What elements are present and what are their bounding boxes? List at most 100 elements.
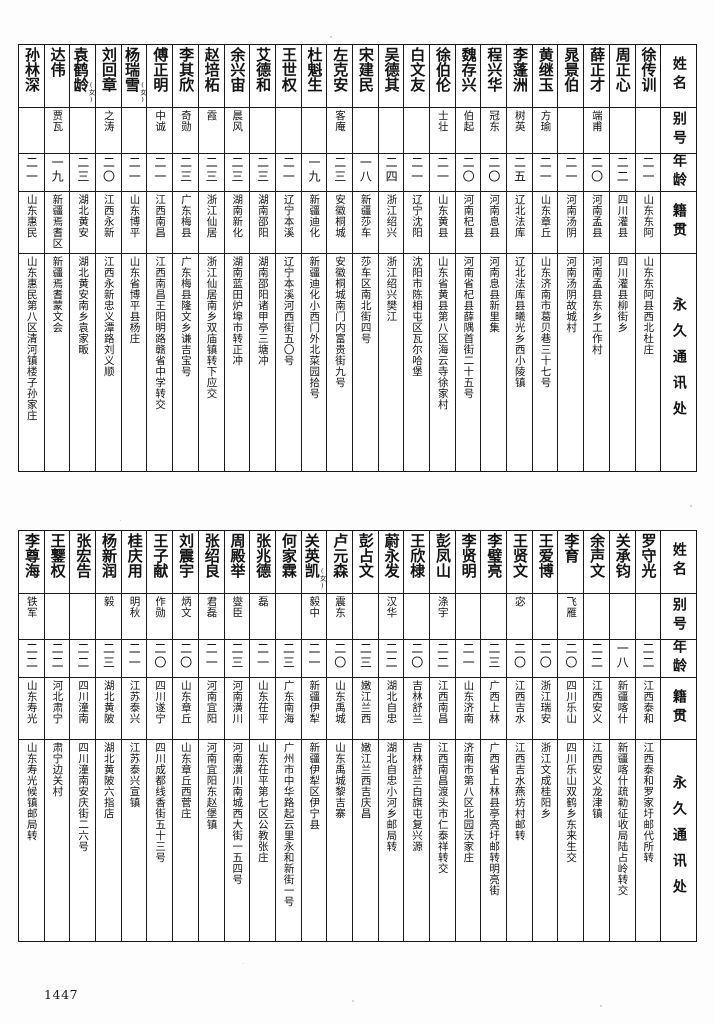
person-address-cell: 四川乐山双鹤乡东来生交 [558, 739, 584, 941]
person-column[interactable]: 何家霖 二三 广东南海 广州市中华路起云里永和新街一号 [274, 531, 301, 941]
person-column[interactable]: 孙林深 二一 山东惠民 山东惠民第八区清河镇楼子孙家庄 [19, 45, 44, 471]
person-column[interactable]: 王爱博 二〇 浙江瑞安 浙江文成桂阳乡 [531, 531, 558, 941]
scan-speckle [120, 520, 121, 521]
person-column[interactable]: 左克安 客庵 二三 安徽桐城 安徽桐城南门内富贵街九号 [326, 45, 352, 471]
person-name-cell: 周正心 [613, 47, 632, 92]
person-age-cell: 二三 [352, 639, 378, 677]
person-native-place-cell: 湖南新化 [224, 191, 250, 253]
person-column[interactable]: 罗守光 二二 江西泰和 江西泰和罗家圩邮代所转 [634, 531, 661, 941]
person-column[interactable]: 李其欣 奇勋 二三 广东梅县 广东梅县隆文乡谦吉宝号 [172, 45, 198, 471]
person-name-cell: 袁鹤龄 (女) [70, 45, 95, 107]
person-column[interactable]: 彭凤山 涤宇 二二 江西南昌 江西南昌渡头市仁泰祥转交 [429, 531, 455, 941]
person-age-cell: 二〇 [481, 153, 507, 191]
person-column[interactable]: 黄继玉 方瑜 二一 山东章丘 山东济南市葛贝巷三十七号 [531, 45, 558, 471]
person-column[interactable]: 徐传训 二一 山东东阿 山东东阿县西北杜庄 [634, 45, 661, 471]
person-column[interactable]: 达伟 贾瓦 一九 新疆焉耆区 新疆焉耆蒙文会 [43, 45, 70, 471]
person-column[interactable]: 卢元森 震东 二〇 山东禹城 山东禹城黎吉寨 [326, 531, 352, 941]
gender-mark-icon: (女) [138, 80, 147, 104]
person-column[interactable]: 王欣棣 二〇 吉林舒兰 吉林舒兰白旗屯复兴源 [403, 531, 429, 941]
person-address-cell: 江西永新忠义潭路刘义顺 [96, 253, 121, 471]
person-address-cell: 山东东阿县西北杜庄 [635, 253, 661, 471]
person-name-cell: 桂庆用 [125, 533, 144, 578]
person-column[interactable]: 李蓬洲 树英 二五 辽北法库 辽北法库县曦光乡西小陵镇 [506, 45, 532, 471]
person-column[interactable]: 王世权 二一 辽宁本溪 辽宁本溪河西街五〇号 [274, 45, 301, 471]
person-age-cell: 二一 [301, 639, 327, 677]
person-alias-cell: 飞雁 [558, 593, 584, 639]
person-native-place-cell: 江西吉水 [507, 677, 532, 739]
person-name-cell: 薛正才 [588, 47, 607, 92]
person-column[interactable]: 关承钧 一八 新疆喀什 新疆喀什疏勒征收局陆占岭转交 [608, 531, 635, 941]
person-column[interactable]: 杜魁生 一九 新疆迪化 新疆迪化小西门外北菜园拾号 [300, 45, 327, 471]
row-label-address: 永久通讯处 [661, 739, 697, 941]
person-column[interactable]: 王贤文宓二〇 江西吉水 江西吉水燕坊村邮转 [506, 531, 532, 941]
person-name-cell: 孙林深 [22, 47, 41, 92]
person-column[interactable]: 余兴宙 晨风 二三 湖南新化 湖南蓝田炉埠市转正冲 [223, 45, 250, 471]
person-column[interactable]: 张绍良 君磊 二一 河南宜阳 河南宜阳东赵堡镇 [197, 531, 224, 941]
person-column[interactable]: 程兴华 冠东 二〇 河南息县 河南息县新里集 [480, 45, 507, 471]
person-address-cell: 湖北黄安南乡袁家畈 [70, 253, 96, 471]
person-column[interactable]: 晁景伯 二一 河南汤阴 河南汤阴故城村 [557, 45, 584, 471]
person-column[interactable]: 余声文 二二 江西安义 江西安义龙津镇 [583, 531, 609, 941]
person-native-place-cell: 安徽桐城 [327, 191, 352, 253]
person-column[interactable]: 王鑋权 二二 河北肃宁 肃宁边关村 [43, 531, 70, 941]
person-column[interactable]: 李璧亮 二三 广西上林 广西省上林县亭亮圩邮转明亮街 [480, 531, 507, 941]
person-address-cell: 新疆喀什疏勒征收局陆占岭转交 [609, 739, 635, 941]
person-column[interactable]: 王子献 作勋 二〇 四川遂宁 四川成都线香街五十三号 [146, 531, 173, 941]
person-address-cell: 安徽桐城南门内富贵街九号 [327, 253, 352, 471]
row-label-native-place: 籍贯 [661, 677, 697, 739]
person-address-cell: 河南汤阴故城村 [558, 253, 584, 471]
row-label-age: 年龄 [661, 153, 697, 191]
person-address-cell: 江西安义龙津镇 [584, 739, 609, 941]
person-age-cell: 二〇 [173, 639, 198, 677]
person-age-cell: 二三 [96, 639, 121, 677]
person-column[interactable]: 蔚永发 汉华 二二 湖北自忠 湖北自忠小河乡邮局转 [377, 531, 404, 941]
person-column[interactable]: 白文友 二一 辽宁沈阳 沈阳市陈相屯区瓦尔哈堡 [403, 45, 429, 471]
person-column[interactable]: 宋建民 一八 新疆莎车 莎车区南北街四号 [351, 45, 378, 471]
person-native-place-cell: 浙江瑞安 [532, 677, 558, 739]
person-alias-cell: 明秋 [121, 593, 147, 639]
person-address-cell: 江西泰和罗家圩邮代所转 [635, 739, 661, 941]
person-alias-cell: 方瑜 [532, 107, 558, 153]
person-column[interactable]: 周正心 二二 四川灌县 四川灌县柳街乡 [608, 45, 635, 471]
person-column[interactable]: 魏存兴 伯起 二〇 河南杞县 河南省杞县薛隅首街二十五号 [454, 45, 481, 471]
person-column[interactable]: 刘回章 之涛 二〇 江西永新 江西永新忠义潭路刘义顺 [95, 45, 121, 471]
person-column[interactable]: 杨新润毅二三 湖北黄陂 湖北黄陂六指店 [95, 531, 121, 941]
person-name-cell: 杨新润 [100, 533, 119, 578]
person-column[interactable]: 吴德其 二四 浙江绍兴 浙江绍兴樊江 [377, 45, 404, 471]
person-column[interactable]: 徐伯伦 士壮 二一 山东黄县 山东省黄县第八区海云寺徐家村 [429, 45, 455, 471]
person-column[interactable]: 桂庆用 明秋 二一 江苏泰兴 江苏泰兴宣镇 [120, 531, 147, 941]
scan-speckle [330, 36, 332, 38]
person-alias-cell: 树英 [507, 107, 532, 153]
person-native-place-cell: 江西南昌 [147, 191, 173, 253]
person-column[interactable]: 刘震宇 炳文 二〇 山东章丘 山东章丘西菅庄 [172, 531, 198, 941]
person-age-cell: 二〇 [96, 153, 121, 191]
person-age-cell: 二〇 [558, 639, 584, 677]
person-column[interactable]: 关英凯 (女) 毅中 二一 新疆伊犁 新疆伊犁区伊宁县 [300, 531, 327, 941]
person-alias-cell [19, 107, 44, 153]
person-column[interactable]: 李育 飞雁 二〇 四川乐山 四川乐山双鹤乡东来生交 [557, 531, 584, 941]
person-age-cell: 二三 [173, 153, 198, 191]
person-address-cell: 湖南邵阳诸甲亭三塘冲 [250, 253, 275, 471]
person-column[interactable]: 张兆德磊二一 山东茌平 山东茌平第七区公教张庄 [249, 531, 275, 941]
person-column[interactable]: 赵培柘霞二三 浙江仙居 浙江仙居南乡双庙镇转下应交 [197, 45, 224, 471]
person-column[interactable]: 李尊海 铁军 二二 山东寿光 山东寿光候镇邮局转 [19, 531, 44, 941]
row-label-name: 姓名 [670, 56, 687, 94]
person-column[interactable]: 傅正明 中诚 二一 江西南昌 江西南昌王阳明路赣省中学转交 [146, 45, 173, 471]
person-column[interactable]: 彭占文 二三 嫩江兰西 嫩江兰西吉庆昌 [351, 531, 378, 941]
person-address-cell: 山东禹城黎吉寨 [327, 739, 352, 941]
person-column[interactable]: 张宏告 二二 四川潼南 四川潼南安庆街二六号 [69, 531, 96, 941]
person-age-cell: 二二 [70, 639, 96, 677]
person-column[interactable]: 杨瑞雪 (女) 二一 山东博平 山东省博平县杨庄 [120, 45, 147, 471]
person-column[interactable]: 李贤明 二一 山东济南 济南市第八区北园沃家庄 [454, 531, 481, 941]
person-name-cell: 晁景伯 [562, 47, 581, 92]
person-column[interactable]: 周殿举 燮臣 二三 河南潢川 河南潢川南城西大街一五四号 [223, 531, 250, 941]
person-column[interactable]: 袁鹤龄 (女) 二三 湖北黄安 湖北黄安南乡袁家畈 [69, 45, 96, 471]
person-column[interactable]: 薛正才 端甫 二〇 河南孟县 河南孟县东乡工作村 [583, 45, 609, 471]
roster-table-1: 孙林深 二一 山东惠民 山东惠民第八区清河镇楼子孙家庄 达伟 贾瓦 一九 新疆焉耆区 新疆焉耆蒙… [18, 44, 697, 472]
person-native-place-cell: 辽宁沈阳 [404, 191, 429, 253]
person-name-cell: 杜魁生 [305, 47, 324, 92]
person-name-cell: 罗守光 [639, 533, 658, 578]
person-alias-cell: 中诚 [147, 107, 173, 153]
row-label-alias: 别号 [661, 107, 697, 153]
person-column[interactable]: 艾德和 二三 湖南邵阳 湖南邵阳诸甲亭三塘冲 [249, 45, 275, 471]
